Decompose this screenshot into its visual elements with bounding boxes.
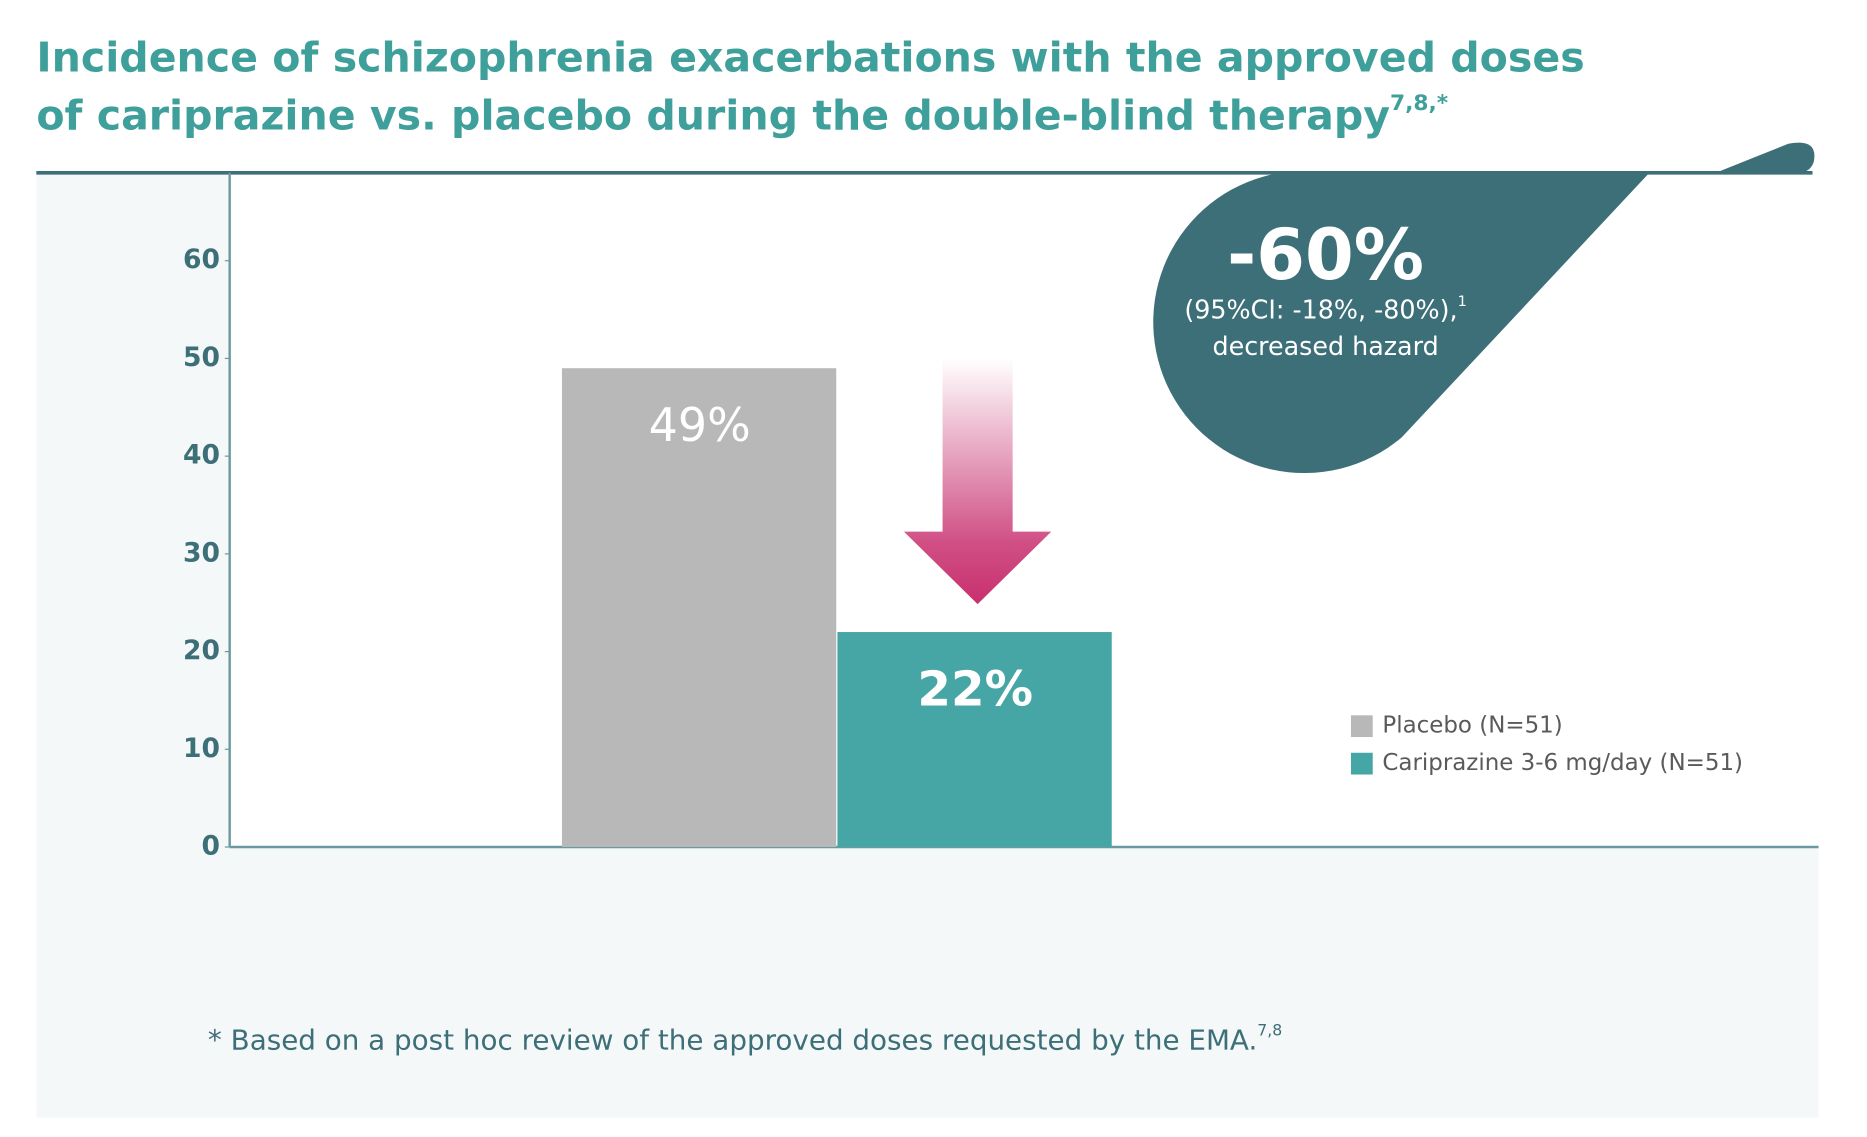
marks: 0 10 20 30 40 50 60 49% 22% Placebo (N=51) Caripra… [183,244,1743,861]
bar [837,632,1112,848]
footnote-superscript: 7,8 [1257,1020,1282,1039]
y-tick-label: 50 [183,342,220,373]
callout-detail: (95%CI: -18%, -80%),1 [1184,294,1466,325]
legend-label: Placebo (N=51) [1382,713,1562,739]
footnote-text: * Based on a post hoc review of the appr… [208,1024,1257,1057]
callout-superscript: 1 [1458,294,1467,310]
y-tick-label: 0 [202,831,221,862]
footnote: * Based on a post hoc review of the appr… [208,1020,1282,1056]
legend-swatch [1350,715,1373,738]
y-tick-label: 20 [183,635,220,666]
y-tick-label: 10 [183,733,220,764]
y-tick-label: 40 [183,440,220,471]
y-tick-label: 60 [183,244,220,275]
title-superscript: 7,8,* [1390,91,1448,116]
callout-bubble [1153,142,1815,474]
value-label: 49% [649,398,751,452]
callout-ci: (95%CI: -18%, -80%), [1184,295,1457,325]
callout-note: decreased hazard [1213,331,1439,361]
chart-title: Incidence of schizophrenia exacerbations… [36,33,1584,81]
title-line: of cariprazine vs. placebo during the do… [36,91,1390,139]
chart-title: of cariprazine vs. placebo during the do… [36,91,1448,139]
decrease-arrow [903,358,1052,605]
legend-swatch [1350,752,1373,775]
callout-value: -60% [1227,214,1424,296]
value-label: 22% [917,661,1033,717]
y-tick-label: 30 [183,537,220,568]
title-line: Incidence of schizophrenia exacerbations… [36,33,1584,81]
legend-label: Cariprazine 3-6 mg/day (N=51) [1382,750,1743,776]
bar [561,368,837,848]
